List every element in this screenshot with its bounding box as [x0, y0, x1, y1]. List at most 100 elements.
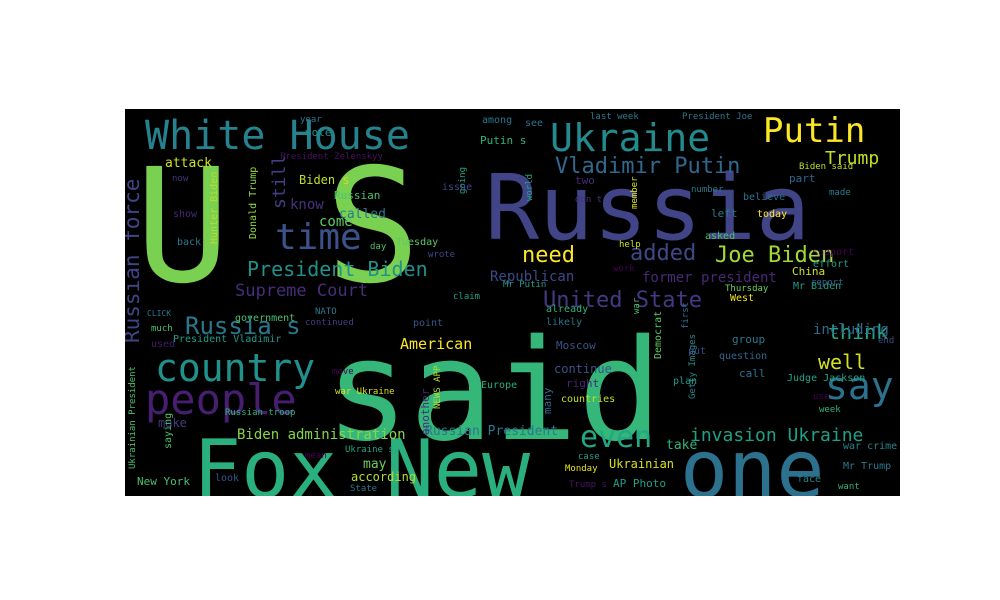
word-work: work — [613, 264, 635, 274]
word-fox-new: Fox New — [193, 423, 531, 496]
word-support: support — [812, 247, 854, 258]
word-part: part — [789, 172, 816, 185]
word-day: day — [370, 242, 387, 252]
word-judge-jackson: Judge Jackson — [787, 373, 865, 384]
word-end: end — [878, 336, 894, 346]
word-call: call — [739, 367, 766, 380]
word-added: added — [630, 241, 696, 266]
word-take: take — [666, 438, 697, 453]
word-monday: Monday — [565, 464, 598, 474]
word-saying: saying — [163, 413, 174, 449]
word-american: American — [400, 335, 472, 353]
word-last-week: last week — [590, 112, 639, 122]
word-europe: Europe — [481, 380, 517, 391]
word-number: number — [691, 185, 724, 195]
word-vote: vote — [305, 126, 332, 139]
word-war-ukraine: war Ukraine — [335, 387, 395, 397]
word-moscow: Moscow — [556, 339, 596, 352]
word-trump-s: Trump s — [569, 480, 607, 490]
word-make: make — [158, 416, 187, 430]
word-vladimir-putin: Vladimir Putin — [555, 154, 740, 179]
word-asked: asked — [705, 231, 735, 242]
word-biden-said: Biden said — [799, 162, 853, 172]
word-war-crime: war crime — [843, 441, 897, 452]
word-president-biden: President Biden — [247, 257, 428, 281]
word-going: going — [458, 167, 468, 194]
word-see: see — [525, 118, 543, 129]
word-today: today — [757, 209, 787, 220]
word-government: government — [235, 313, 295, 324]
word-putin: Putin — [763, 111, 865, 151]
word-help: help — [619, 240, 641, 250]
word-need: need — [522, 243, 575, 268]
word-effort: effort — [813, 259, 849, 270]
word-time: time — [275, 217, 362, 258]
word-countries: countries — [561, 394, 615, 405]
word-believe: believe — [743, 192, 785, 203]
word-said: said — [325, 310, 662, 473]
word-joe-biden: Joe Biden — [715, 243, 834, 268]
word-nato: NATO — [315, 307, 337, 317]
word-attack: attack — [165, 156, 212, 171]
word-thursday: Thursday — [725, 284, 769, 294]
word-people: people — [145, 375, 297, 424]
word-biden-s: Biden s — [299, 173, 350, 187]
word-week: week — [819, 405, 841, 415]
word-getty-images: Getty Images — [688, 334, 698, 399]
word-move: move — [332, 367, 354, 377]
word-president-vladimir: President Vladimir — [173, 334, 281, 345]
word-ukrainian-president: Ukrainian President — [128, 366, 138, 469]
word-continued: continued — [305, 318, 354, 328]
word-russia: Russia — [485, 156, 810, 261]
word-face: face — [797, 474, 821, 485]
word-show: show — [173, 209, 198, 220]
word-country: country — [155, 346, 315, 390]
word-don-t: don t — [575, 195, 602, 205]
word-even: even — [580, 420, 652, 455]
word-now: now — [172, 174, 189, 184]
word-president-zelenskyy: President Zelenskyy — [280, 152, 384, 162]
word-plan: plan — [673, 376, 697, 387]
word-white-house: White House — [145, 113, 410, 159]
word-news-app: NEWS APP — [433, 365, 443, 409]
word-tuesday: Tuesday — [396, 237, 438, 248]
word-president-joe: President Joe — [682, 112, 752, 122]
word-come: come — [319, 214, 353, 230]
word-invasion-ukraine: invasion Ukraine — [690, 425, 863, 446]
word-including: including — [813, 322, 889, 338]
word-war: war — [632, 297, 642, 314]
word-donald-trump: Donald Trump — [248, 167, 259, 239]
word-made: made — [829, 188, 851, 198]
word-look: look — [215, 473, 239, 484]
word-group: group — [732, 333, 765, 346]
word-mr-biden: Mr Biden — [793, 281, 841, 292]
word-report: report — [811, 278, 844, 288]
word-click: CLICK — [147, 309, 171, 318]
word-well: well — [818, 350, 866, 374]
word-called: called — [339, 207, 386, 222]
word-back: back — [177, 237, 201, 248]
word-think: think — [828, 320, 888, 344]
word-state: State — [350, 484, 377, 494]
word-still: still — [269, 155, 290, 209]
word-continue: continue — [554, 362, 612, 376]
word-first: first — [681, 302, 691, 329]
word-much: much — [151, 324, 173, 334]
word-claim: claim — [453, 292, 480, 302]
word-left: left — [711, 207, 738, 220]
word-trump: Trump — [825, 148, 879, 169]
word-mr-trump: Mr Trump — [843, 461, 891, 472]
word-ap-photo: AP Photo — [613, 477, 666, 490]
word-issue: issue — [442, 182, 472, 193]
word-u-s: U S — [135, 135, 420, 319]
word-want: want — [838, 482, 860, 492]
word-use: use — [813, 392, 829, 402]
word-russian-president: Russian President — [425, 424, 558, 439]
word-democrat: Democrat — [653, 311, 664, 359]
word-know: know — [290, 197, 324, 213]
word-united-state: United State — [543, 288, 702, 313]
word-putin-s: Putin s — [480, 134, 526, 147]
word-russia-s: Russia s — [185, 312, 301, 340]
